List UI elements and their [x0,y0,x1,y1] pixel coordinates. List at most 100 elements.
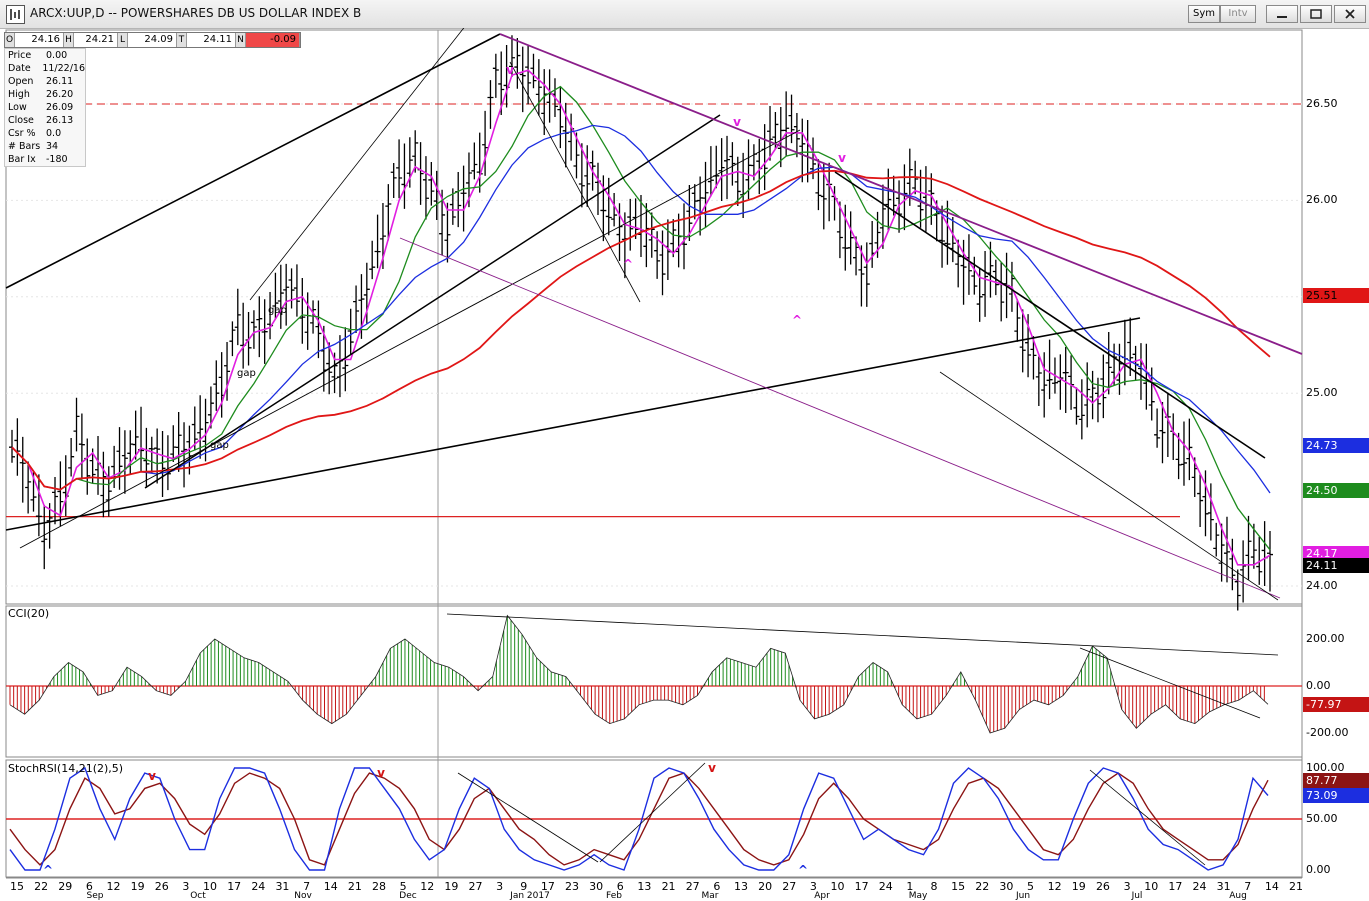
stoch-last-tag-1: 73.09 [1303,788,1369,804]
price-bar [863,242,870,307]
price-turn-mark: ^ [791,313,803,327]
price-tag-4: 24.11 [1303,557,1369,573]
date-tick-label: 15 [951,880,966,893]
price-bar [46,503,53,549]
price-bar [41,505,48,570]
price-bar [14,418,21,476]
gap-annotation: gap [268,305,287,316]
price-bar [234,288,241,346]
info-key: Close [8,115,34,126]
date-tick-label: 12 [420,880,435,893]
info-key: Open [8,76,34,87]
price-bar [78,413,85,480]
price-bar [35,474,42,537]
date-tick-label: 19 [130,880,145,893]
cci-trendline-2 [1079,647,1261,719]
price-bar [1234,569,1241,611]
date-tick-label: 3 [1123,880,1131,893]
interval-button[interactable]: Intv [1220,5,1256,23]
minimize-icon[interactable] [1266,5,1298,23]
stoch-tick-label: 0.00 [1306,863,1331,876]
price-bar [347,308,354,355]
stoch-turn-mark: ^ [42,863,54,877]
price-bar [428,161,435,206]
info-key: Date [8,63,31,74]
price-bar [1213,522,1220,557]
symbol-button[interactable]: Sym [1188,5,1220,23]
date-tick-label: 21 [661,880,676,893]
price-bar [250,310,257,349]
info-value: 26.09 [46,102,74,113]
month-tick-label: Sep [86,891,104,901]
price-bar [293,264,300,317]
date-tick-label: 28 [371,880,386,893]
price-bar [847,211,854,265]
month-tick-label: Apr [814,891,830,901]
info-value: 11/22/16 [42,63,85,74]
trendline-4 [499,33,1303,355]
price-bar [1223,516,1230,583]
date-tick-label: 21 [1289,880,1303,893]
info-key: Price [8,50,32,61]
date-tick-label: 10 [830,880,845,893]
maximize-icon[interactable] [1300,5,1332,23]
date-tick-label: 1 [906,880,914,893]
price-bar [718,138,725,202]
price-bar [535,59,542,116]
cci-last-tag: -77.97 [1303,697,1369,713]
month-tick-label: Oct [190,891,206,901]
trendline-7 [939,371,1279,601]
price-bar [385,184,392,241]
price-turn-mark: v [506,63,514,77]
price-bar [707,146,714,197]
price-bar [659,230,666,296]
trendline-0 [5,33,501,289]
date-tick-label: 24 [1192,880,1207,893]
date-tick-label: 6 [713,880,721,893]
price-panel-frame [5,29,1303,605]
price-bar [729,142,736,186]
price-bar [1197,474,1204,527]
ma-blue-line [11,124,1271,494]
price-bar [132,410,139,460]
price-bar [412,130,419,173]
stoch-trendline [457,772,599,863]
info-value: 26.11 [46,76,74,87]
price-bar [105,466,112,517]
info-key: # Bars [8,141,41,152]
ohlc-key: L [118,33,128,47]
price-bar [508,35,515,78]
date-tick-label: 27 [468,880,483,893]
date-tick-label: 9 [520,880,528,893]
price-bar [1180,421,1187,486]
price-bar [116,427,123,490]
date-tick-label: 22 [34,880,49,893]
info-row: Close 26.13 [5,114,85,127]
info-key: Low [8,102,27,113]
price-bar [879,184,886,249]
price-bar [982,250,989,317]
price-bar [1030,336,1037,380]
date-tick-label: 6 [85,880,93,893]
price-bar [734,156,741,207]
date-tick-label: 5 [399,880,407,893]
price-bar [611,193,618,227]
info-key: Csr % [8,128,36,139]
price-bar [374,214,381,269]
date-tick-label: 13 [733,880,748,893]
price-bar [369,240,376,280]
stoch-title: StochRSI(14,21(2),5) [8,762,124,775]
date-tick-label: 22 [975,880,990,893]
info-value: 0.00 [46,50,68,61]
price-bar [1186,418,1193,481]
trendline-1 [5,317,1141,531]
chart-canvas[interactable] [0,28,1369,900]
price-bar [487,80,494,129]
price-bar [213,360,220,411]
date-tick-label: 26 [154,880,169,893]
date-tick-label: 19 [444,880,459,893]
price-bar [229,321,236,357]
cci-trendline [446,613,1279,656]
close-icon[interactable] [1334,5,1366,23]
stoch-trendline-3 [1089,769,1206,866]
